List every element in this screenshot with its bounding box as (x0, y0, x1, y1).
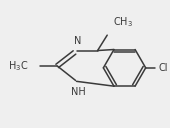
Text: CH$_3$: CH$_3$ (113, 16, 133, 29)
Text: N: N (74, 36, 81, 46)
Text: Cl: Cl (158, 63, 168, 73)
Text: NH: NH (71, 87, 86, 97)
Text: H$_3$C: H$_3$C (8, 59, 28, 73)
